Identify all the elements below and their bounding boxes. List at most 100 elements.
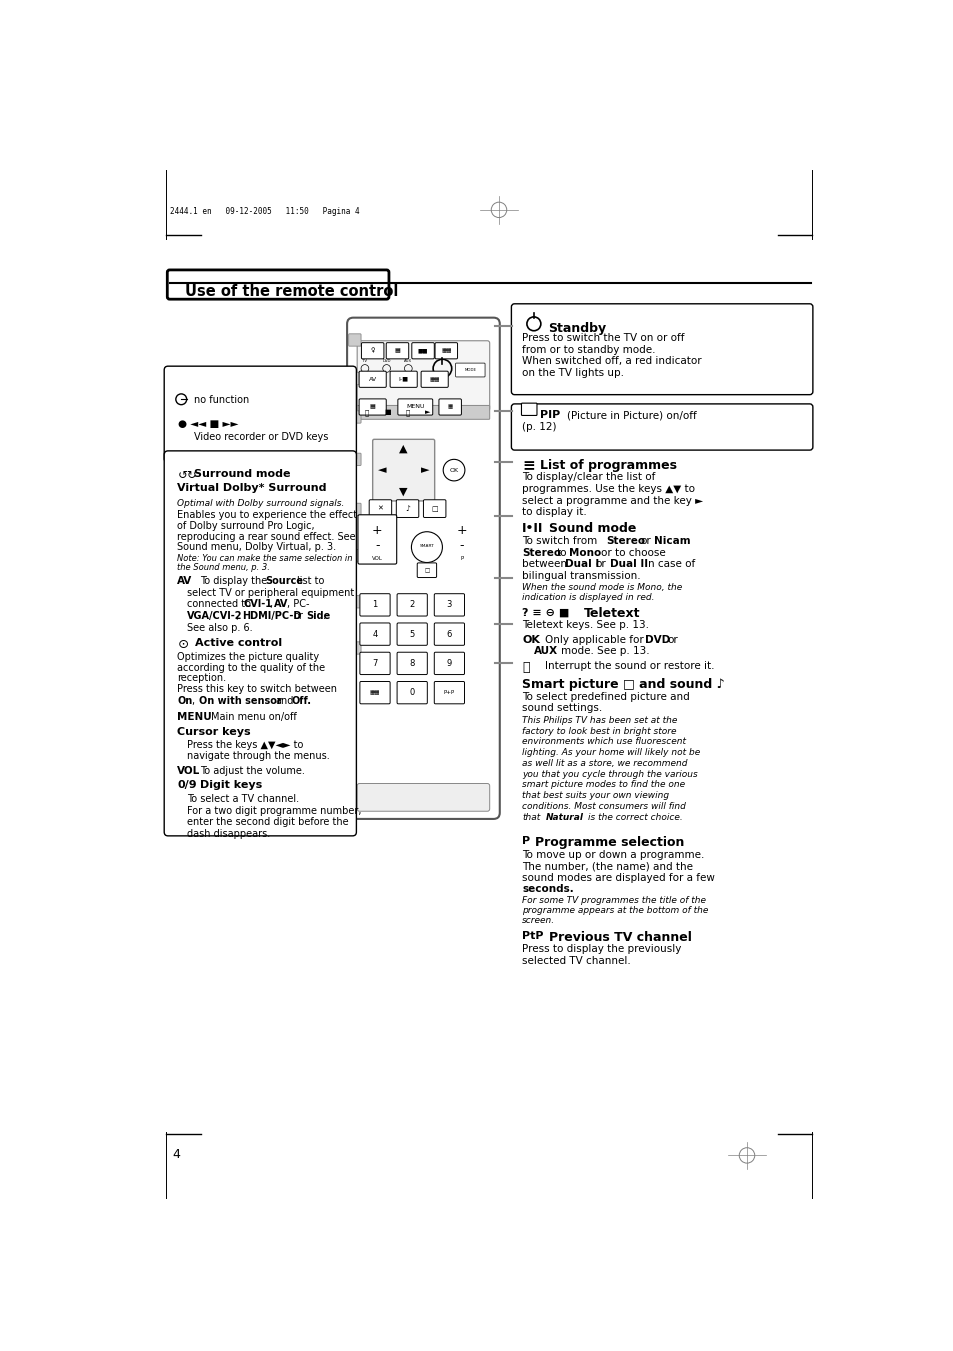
FancyBboxPatch shape	[348, 411, 360, 423]
Text: reception.: reception.	[177, 673, 226, 684]
Text: ♀: ♀	[370, 349, 375, 354]
FancyBboxPatch shape	[358, 399, 386, 415]
Text: according to the quality of the: according to the quality of the	[177, 662, 325, 673]
Text: AV: AV	[368, 377, 376, 382]
FancyBboxPatch shape	[396, 681, 427, 704]
Text: AUX: AUX	[534, 646, 558, 657]
Text: 🔇: 🔇	[521, 661, 529, 674]
Text: OK: OK	[521, 635, 539, 644]
Text: On: On	[177, 696, 193, 705]
Text: ▲: ▲	[399, 443, 408, 454]
FancyBboxPatch shape	[434, 653, 464, 674]
Text: ↺↻: ↺↻	[177, 469, 197, 481]
Text: To switch from: To switch from	[521, 536, 597, 546]
Text: OK: OK	[449, 467, 458, 473]
Text: sound settings.: sound settings.	[521, 704, 602, 713]
Text: 1: 1	[372, 600, 377, 609]
Text: ≡: ≡	[521, 458, 535, 474]
Text: that best suits your own viewing: that best suits your own viewing	[521, 792, 669, 800]
Text: P+P: P+P	[443, 690, 455, 696]
FancyBboxPatch shape	[358, 372, 386, 388]
Text: Sound mode: Sound mode	[549, 523, 636, 535]
Text: Mono: Mono	[568, 549, 600, 558]
FancyBboxPatch shape	[390, 372, 416, 388]
Text: Main menu on/off: Main menu on/off	[211, 712, 296, 721]
FancyBboxPatch shape	[359, 593, 390, 616]
Text: or to choose: or to choose	[600, 549, 665, 558]
FancyBboxPatch shape	[386, 343, 408, 359]
Text: For a two digit programme number,: For a two digit programme number,	[187, 805, 361, 816]
Text: lighting. As your home will likely not be: lighting. As your home will likely not b…	[521, 748, 700, 757]
FancyBboxPatch shape	[356, 784, 489, 811]
Text: in case of: in case of	[644, 559, 694, 569]
Text: Teletext keys. See p. 13.: Teletext keys. See p. 13.	[521, 620, 649, 631]
FancyBboxPatch shape	[395, 500, 418, 517]
Text: Smart picture □ and sound ♪: Smart picture □ and sound ♪	[521, 678, 724, 690]
Text: To select predefined picture and: To select predefined picture and	[521, 692, 689, 703]
FancyBboxPatch shape	[348, 334, 360, 346]
Text: Only applicable for: Only applicable for	[545, 635, 643, 644]
FancyBboxPatch shape	[348, 550, 360, 562]
Text: ▦▦: ▦▦	[440, 349, 451, 353]
Text: VOL: VOL	[177, 766, 200, 775]
Text: 4: 4	[172, 1148, 179, 1161]
Text: on the TV lights up.: on the TV lights up.	[521, 367, 623, 378]
Text: DVD: DVD	[644, 635, 669, 644]
Text: Active control: Active control	[195, 638, 282, 648]
Text: Nicam: Nicam	[654, 536, 690, 546]
FancyBboxPatch shape	[434, 623, 464, 646]
Text: List of programmes: List of programmes	[539, 458, 677, 471]
Text: of Dolby surround Pro Logic,: of Dolby surround Pro Logic,	[177, 521, 314, 531]
FancyBboxPatch shape	[348, 596, 360, 608]
Text: that: that	[521, 813, 540, 821]
Text: ⊙: ⊙	[177, 638, 189, 651]
Text: select a programme and the key ►: select a programme and the key ►	[521, 496, 702, 505]
Text: , PC-: , PC-	[287, 600, 310, 609]
Text: Natural: Natural	[545, 813, 583, 821]
Text: indication is displayed in red.: indication is displayed in red.	[521, 593, 654, 603]
Text: ▦: ▦	[370, 404, 375, 409]
Text: VOL: VOL	[372, 557, 382, 561]
Text: Interrupt the sound or restore it.: Interrupt the sound or restore it.	[545, 661, 714, 671]
FancyBboxPatch shape	[435, 343, 457, 359]
Text: Stereo: Stereo	[521, 549, 560, 558]
Text: as well lit as a store, we recommend: as well lit as a store, we recommend	[521, 759, 687, 767]
Text: When the sound mode is Mono, the: When the sound mode is Mono, the	[521, 584, 681, 592]
FancyBboxPatch shape	[412, 343, 434, 359]
Text: DVD: DVD	[382, 359, 391, 363]
Text: HDMI/PC-D: HDMI/PC-D	[241, 611, 301, 621]
Text: -: -	[459, 539, 463, 553]
Text: reproducing a rear sound effect. See: reproducing a rear sound effect. See	[177, 532, 355, 542]
Text: Virtual Dolby* Surround: Virtual Dolby* Surround	[177, 484, 327, 493]
Text: Off.: Off.	[291, 696, 311, 705]
Text: select TV or peripheral equipment: select TV or peripheral equipment	[187, 588, 355, 598]
Text: environments which use fluorescent: environments which use fluorescent	[521, 738, 685, 746]
Text: See also p. 6.: See also p. 6.	[187, 623, 253, 632]
Text: When switched off, a red indicator: When switched off, a red indicator	[521, 357, 701, 366]
Text: The number, (the name) and the: The number, (the name) and the	[521, 862, 693, 871]
FancyBboxPatch shape	[423, 500, 445, 517]
Text: ⏭: ⏭	[405, 409, 409, 416]
Text: MENU: MENU	[177, 712, 212, 721]
Text: Stereo: Stereo	[605, 536, 644, 546]
FancyBboxPatch shape	[347, 317, 499, 819]
Text: P: P	[521, 836, 530, 846]
Text: (Picture in Picture) on/off: (Picture in Picture) on/off	[567, 411, 697, 420]
Text: ►: ►	[420, 465, 429, 476]
Text: To select a TV channel.: To select a TV channel.	[187, 794, 299, 804]
Text: Use of the remote control: Use of the remote control	[185, 284, 398, 299]
Text: I-■: I-■	[398, 377, 408, 382]
Text: Video recorder or DVD keys: Video recorder or DVD keys	[194, 431, 329, 442]
Text: Cursor keys: Cursor keys	[177, 727, 251, 736]
Text: enter the second digit before the: enter the second digit before the	[187, 817, 349, 827]
Text: To display the: To display the	[199, 577, 267, 586]
Text: bilingual transmission.: bilingual transmission.	[521, 571, 640, 581]
Text: between: between	[521, 559, 567, 569]
Text: 9: 9	[446, 659, 452, 667]
Text: or: or	[666, 635, 678, 644]
Text: VGA/CVI-2: VGA/CVI-2	[187, 611, 243, 621]
Text: ►: ►	[425, 409, 430, 415]
Text: MENU: MENU	[406, 404, 424, 409]
Text: Programme selection: Programme selection	[535, 836, 684, 848]
Text: AV: AV	[177, 577, 193, 586]
